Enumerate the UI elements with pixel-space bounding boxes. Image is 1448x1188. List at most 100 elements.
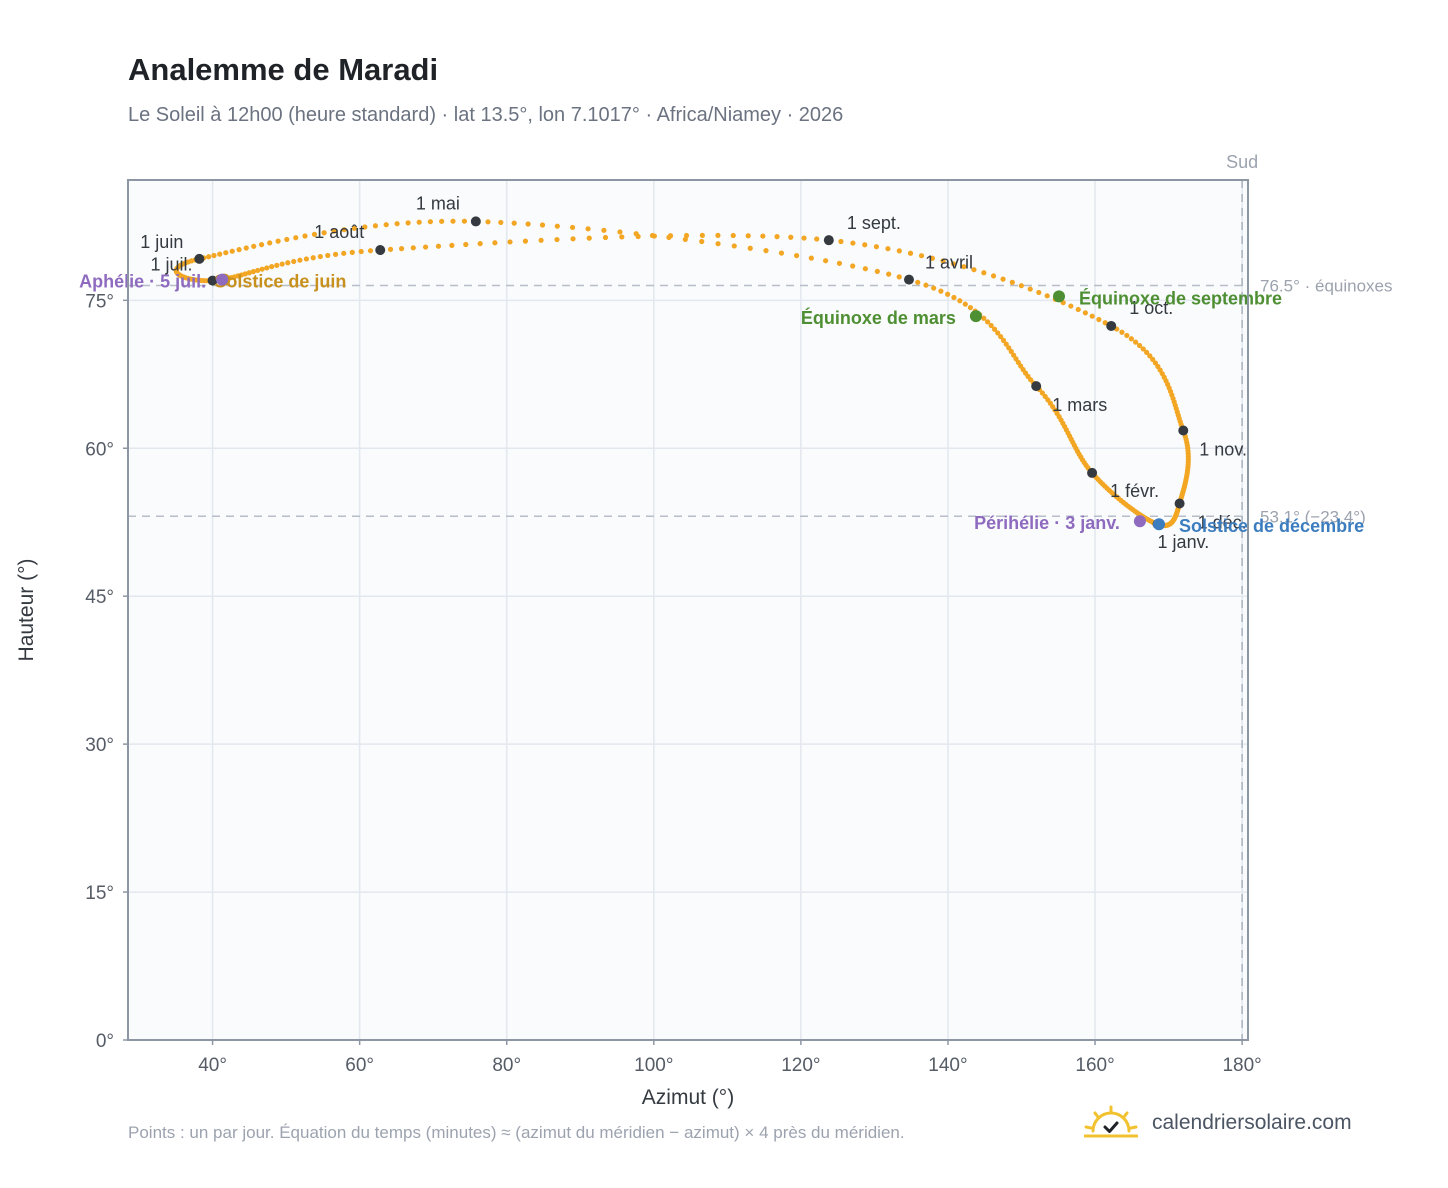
y-tick-label: 75° (85, 291, 114, 312)
day-point (962, 301, 968, 307)
day-point (1150, 356, 1156, 363)
month-marker: 1 nov. (1178, 425, 1247, 460)
y-tick-label: 45° (85, 587, 114, 608)
sun-check-icon (1084, 1105, 1138, 1138)
reference-line-label: 76.5° · équinoxes (1260, 277, 1393, 296)
day-point (310, 255, 316, 261)
event-marker: Équinoxe de mars (801, 307, 982, 328)
x-tick-label: 180° (1222, 1055, 1261, 1076)
month-marker-dot (1087, 467, 1098, 478)
day-point (1011, 352, 1017, 358)
day-point (264, 265, 270, 271)
day-point (351, 225, 357, 231)
day-point (302, 233, 308, 239)
event-marker-label: Équinoxe de mars (801, 307, 956, 328)
x-tick-label: 100° (634, 1055, 673, 1076)
day-point (1027, 286, 1033, 292)
day-point (293, 235, 299, 241)
month-marker: 1 oct. (1106, 298, 1173, 331)
x-tick-label: 160° (1075, 1055, 1114, 1076)
month-marker-dot (823, 235, 834, 246)
day-point (940, 258, 946, 264)
event-marker-label: Périhélie · 3 janv. (974, 513, 1120, 533)
brand-name[interactable]: calendriersolaire.com (1152, 1111, 1352, 1134)
brand[interactable]: calendriersolaire.com (1084, 1103, 1352, 1143)
day-point (617, 229, 623, 235)
day-point (778, 250, 785, 256)
x-tick-label: 120° (781, 1055, 820, 1076)
day-point (405, 220, 411, 226)
day-point (1039, 390, 1045, 396)
day-point (760, 233, 766, 239)
day-point (836, 260, 843, 266)
event-marker: Solstice de décembre (1153, 516, 1364, 536)
day-point (435, 243, 442, 249)
day-point (285, 260, 291, 266)
day-point (945, 291, 951, 297)
day-point (332, 251, 339, 257)
day-point (554, 236, 560, 243)
day-point (498, 219, 504, 226)
day-point (988, 322, 994, 329)
month-marker-dot (194, 253, 205, 264)
month-marker-label: 1 sept. (847, 213, 901, 233)
day-point (586, 235, 592, 241)
day-point (246, 270, 252, 276)
day-point (745, 233, 751, 239)
month-marker: 1 août (314, 222, 386, 256)
day-point (814, 236, 820, 242)
day-point (874, 268, 880, 275)
day-point (1075, 306, 1081, 313)
day-point (929, 255, 935, 261)
day-point (886, 271, 892, 277)
day-point (358, 248, 364, 255)
day-point (1144, 349, 1150, 355)
event-marker-label: Aphélie · 5 juil. (79, 272, 206, 292)
day-point (250, 269, 256, 275)
month-marker: 1 juil. (151, 255, 218, 286)
day-point (317, 253, 323, 260)
day-point (747, 245, 753, 251)
month-marker-label: 1 nov. (1199, 440, 1247, 460)
day-point (258, 242, 265, 248)
day-point (1124, 332, 1130, 339)
plot-area (128, 180, 1248, 1040)
day-point (223, 250, 229, 256)
day-point (896, 274, 902, 280)
month-marker-label: 1 mars (1052, 395, 1107, 415)
day-point (715, 241, 721, 247)
month-marker-label: 1 juin (140, 232, 183, 252)
day-point (862, 242, 868, 248)
day-point (275, 238, 281, 244)
meridian-label: Sud (1226, 152, 1258, 172)
day-point (439, 218, 445, 224)
day-point (923, 282, 929, 288)
day-point (383, 222, 389, 228)
day-point (957, 298, 963, 304)
day-point (255, 267, 261, 274)
day-point (823, 258, 829, 264)
month-marker: 1 avril (903, 253, 973, 285)
day-point (699, 232, 705, 239)
event-marker: Aphélie · 5 juil. (79, 272, 229, 292)
day-point (1018, 283, 1024, 289)
month-marker-dot (470, 216, 481, 227)
day-point (998, 334, 1004, 340)
day-point (838, 238, 844, 245)
day-point (372, 223, 379, 229)
day-point (394, 221, 400, 227)
day-point (981, 315, 987, 321)
day-point (1036, 289, 1042, 296)
day-point (267, 240, 273, 246)
day-point (217, 251, 223, 257)
day-point (850, 263, 856, 269)
day-point (570, 236, 576, 242)
day-point (1147, 353, 1153, 359)
month-marker-label: 1 déc. (1198, 512, 1247, 532)
day-point (961, 264, 967, 270)
x-axis-title: Azimut (°) (642, 1086, 734, 1109)
y-tick-label: 30° (85, 735, 114, 756)
x-tick-label: 60° (345, 1055, 374, 1076)
month-marker-label: 1 juil. (151, 255, 193, 275)
day-point (525, 221, 531, 227)
